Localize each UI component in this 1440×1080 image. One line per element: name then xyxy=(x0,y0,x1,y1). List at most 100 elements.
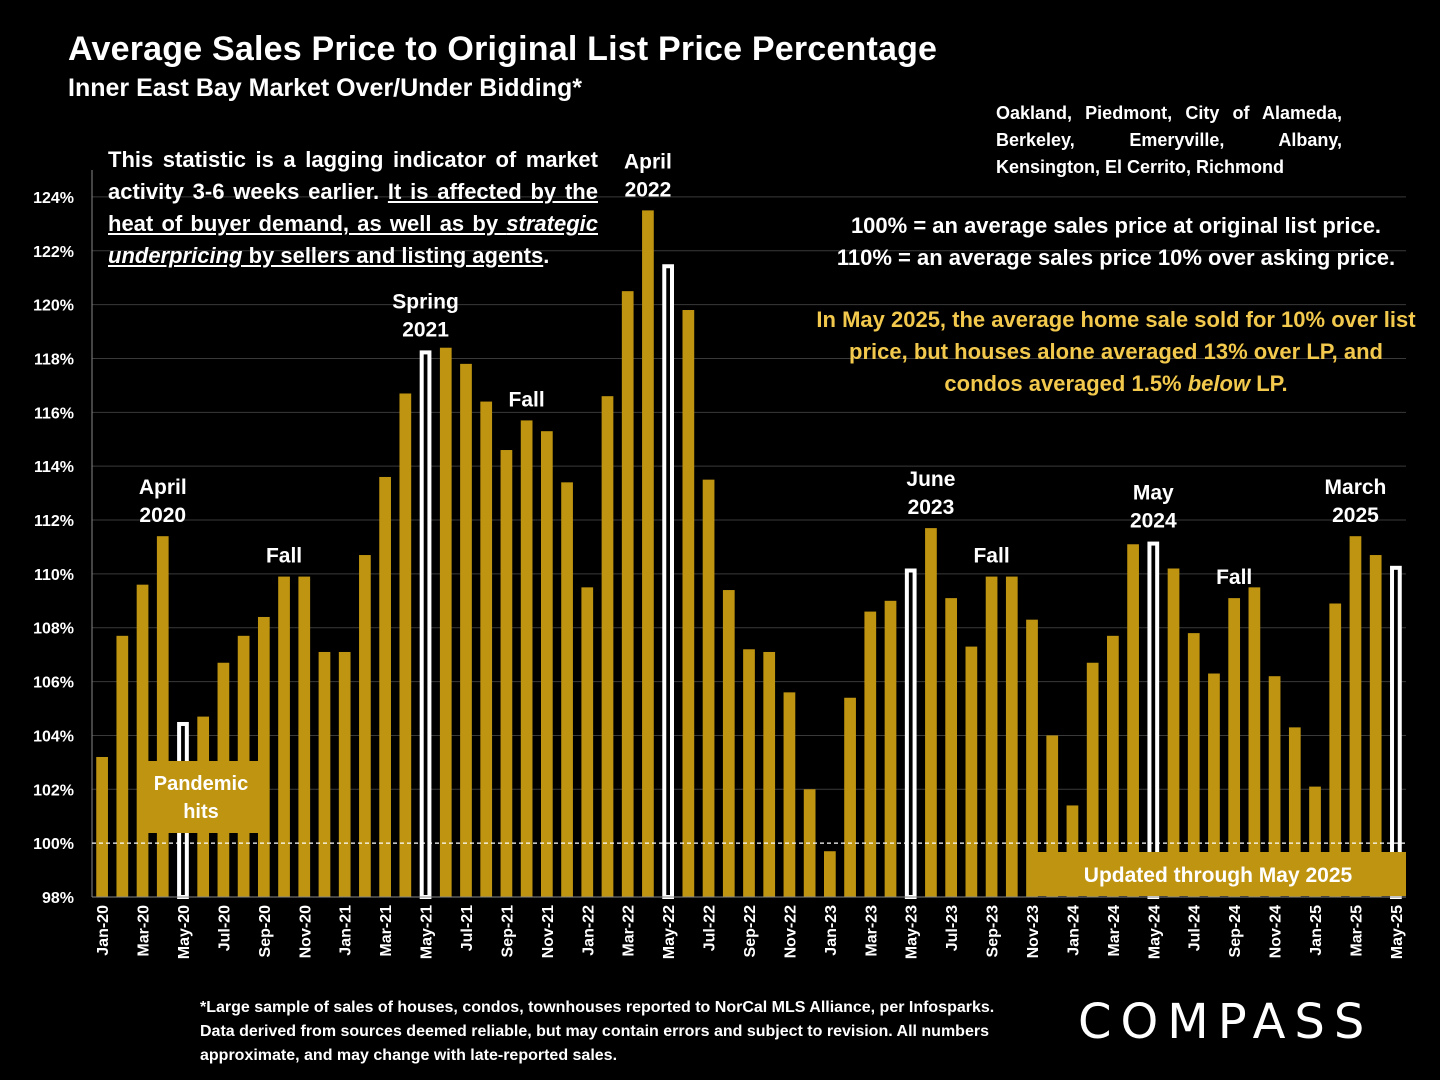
bar-highlighted xyxy=(1390,565,1402,899)
pandemic-callout-text: hits xyxy=(183,801,219,823)
bar xyxy=(642,210,654,897)
bar xyxy=(116,635,129,897)
bar xyxy=(702,479,715,897)
y-tick-label: 124% xyxy=(33,190,74,207)
bar xyxy=(1369,555,1382,897)
x-tick-label: May-24 xyxy=(1146,905,1163,959)
bar xyxy=(844,697,856,897)
bar xyxy=(925,528,937,897)
x-tick-label: Jul-22 xyxy=(702,905,719,951)
x-tick-label: Sep-22 xyxy=(742,905,759,958)
bar xyxy=(722,590,735,897)
annotation-april-2022: April xyxy=(624,150,672,173)
annotation-april-2020: 2020 xyxy=(139,504,186,527)
bar xyxy=(1086,662,1099,897)
x-tick-label: Nov-21 xyxy=(540,905,557,958)
bar xyxy=(601,396,614,897)
x-tick-label: Sep-23 xyxy=(985,905,1002,958)
chart-title: Average Sales Price to Original List Pri… xyxy=(68,30,938,68)
x-tick-label: Jan-20 xyxy=(95,905,112,956)
bar xyxy=(278,576,290,897)
y-tick-label: 112% xyxy=(34,513,74,530)
x-tick-label: Jul-23 xyxy=(944,905,961,951)
bar xyxy=(520,420,533,897)
bar xyxy=(1026,619,1038,897)
annotation-fall-2023: Fall xyxy=(973,545,1009,568)
lagging-indicator-note: This statistic is a lagging indicator of… xyxy=(108,144,598,272)
updated-through-label: Updated through May 2025 xyxy=(1084,864,1353,887)
bar-highlighted xyxy=(662,264,675,900)
definitions: 100% = an average sales price at origina… xyxy=(816,210,1416,274)
x-tick-label: Mar-24 xyxy=(1106,905,1123,957)
bar xyxy=(561,482,573,897)
bar xyxy=(783,692,796,897)
note-part4: by sellers and listing agents xyxy=(242,243,544,268)
bar xyxy=(682,310,695,898)
x-tick-label: Jan-22 xyxy=(580,905,597,956)
x-tick-label: Sep-24 xyxy=(1227,905,1244,958)
bar xyxy=(480,401,493,897)
annotation-fall-2020: Fall xyxy=(266,545,302,568)
note-part5: . xyxy=(543,243,550,268)
cities-list: Oakland, Piedmont, City of Alameda, Berk… xyxy=(996,103,1342,177)
pandemic-callout-text: Pandemic xyxy=(154,773,248,795)
may-note-part3: LP. xyxy=(1250,371,1288,396)
annotation-fall-2024: Fall xyxy=(1216,566,1252,589)
x-tick-label: May-22 xyxy=(661,905,678,959)
annotation-june-2023: 2023 xyxy=(908,496,955,519)
pandemic-callout-box xyxy=(138,761,264,833)
bar xyxy=(1248,587,1261,897)
annotation-spring-2021: 2021 xyxy=(402,318,449,341)
bar xyxy=(1187,633,1200,897)
bar xyxy=(298,576,311,897)
bar xyxy=(257,616,270,897)
y-tick-label: 114% xyxy=(34,459,74,476)
annotation-fall-2021: Fall xyxy=(509,388,545,411)
x-tick-label: May-25 xyxy=(1389,905,1406,959)
x-tick-label: Nov-23 xyxy=(1025,905,1042,958)
x-tick-label: Jan-25 xyxy=(1308,905,1325,956)
x-tick-label: Sep-20 xyxy=(257,905,274,958)
may-2025-note: In May 2025, the average home sale sold … xyxy=(816,304,1416,400)
annotation-spring-2021: Spring xyxy=(392,290,459,313)
y-tick-label: 110% xyxy=(34,567,74,584)
annotation-may-2024: May xyxy=(1133,482,1174,505)
annotation-june-2023: June xyxy=(906,468,955,491)
bar xyxy=(743,649,755,897)
y-tick-label: 116% xyxy=(34,405,74,422)
bar xyxy=(1107,635,1119,897)
bar xyxy=(581,587,594,897)
bar xyxy=(945,598,958,897)
x-tick-label: May-23 xyxy=(904,905,921,959)
x-tick-label: Mar-21 xyxy=(378,905,395,957)
y-tick-label: 100% xyxy=(33,836,74,853)
bar-highlighted xyxy=(419,350,432,900)
bar xyxy=(823,851,836,897)
bar xyxy=(460,363,472,897)
bar xyxy=(1309,786,1321,897)
x-tick-label: Mar-23 xyxy=(863,905,880,957)
x-tick-label: May-20 xyxy=(176,905,193,959)
bar xyxy=(1228,598,1241,897)
bar xyxy=(621,291,634,898)
bar xyxy=(399,393,412,897)
bar-highlighted xyxy=(904,568,917,900)
bar xyxy=(1167,568,1180,897)
compass-logo: COMPASS xyxy=(1078,994,1374,1050)
bar xyxy=(156,536,169,897)
bar xyxy=(965,646,978,897)
bar xyxy=(1127,544,1139,897)
definition-110: 110% = an average sales price 10% over a… xyxy=(836,245,1396,270)
y-tick-label: 104% xyxy=(33,728,74,745)
bar xyxy=(136,584,149,897)
bar xyxy=(1005,576,1018,897)
bar xyxy=(985,576,998,897)
annotation-march-2025: 2025 xyxy=(1332,504,1379,527)
y-tick-label: 118% xyxy=(34,351,74,368)
note-part3: strategic underpricing xyxy=(108,211,598,268)
x-tick-label: Jan-23 xyxy=(823,905,840,956)
may-note-part2: below xyxy=(1187,371,1251,396)
bar xyxy=(379,476,391,897)
bar xyxy=(763,651,776,897)
